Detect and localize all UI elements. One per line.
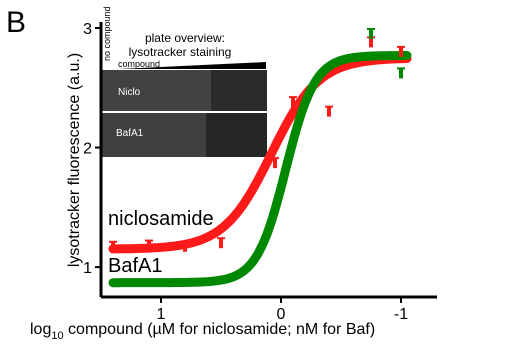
data-point-niclosamide <box>291 97 295 108</box>
fit-curve-niclosamide <box>108 54 412 254</box>
inset-no-compound-label: no compound <box>102 6 112 61</box>
fit-curve-bafa1 <box>108 51 412 288</box>
x-tick-label: 0 <box>277 306 286 323</box>
data-point-niclosamide <box>219 238 223 249</box>
inset-title-line1: plate overview: <box>145 31 225 45</box>
y-tick-label: 1 <box>83 260 92 277</box>
plate-overview-inset: plate overview: lysotracker staining no … <box>101 6 267 157</box>
data-point-niclosamide <box>111 241 115 252</box>
x-axis-title-rest: compound (µM for niclosamide; nM for Baf… <box>64 321 376 338</box>
inset-row-niclo-bright <box>101 70 211 111</box>
inset-row-niclo-label: Niclo <box>118 87 141 98</box>
data-point-niclosamide <box>183 241 187 252</box>
series-label-bafa1: BafA1 <box>108 255 162 277</box>
data-point-niclosamide <box>273 158 277 169</box>
inset-title-line2: lysotracker staining <box>129 45 232 59</box>
inset-row-bafa1-label: BafA1 <box>116 128 144 139</box>
x-tick-label: 1 <box>157 306 166 323</box>
data-point-niclosamide <box>399 46 403 57</box>
y-tick-label: 2 <box>83 141 92 158</box>
data-point-bafa1 <box>369 28 373 39</box>
y-tick-label: 3 <box>83 21 92 38</box>
x-axis-title-prefix: log <box>30 321 51 338</box>
data-point-niclosamide <box>369 37 373 48</box>
x-tick-label: -1 <box>394 306 408 323</box>
inset-row-bafa1-bright <box>101 113 206 157</box>
data-point-bafa1 <box>399 68 403 79</box>
x-axis-title-subscript: 10 <box>51 330 63 342</box>
axes <box>99 22 437 299</box>
x-axis-title: log10 compound (µM for niclosamide; nM f… <box>30 321 375 342</box>
data-point-niclosamide <box>327 106 331 117</box>
compound-gradient-wedge <box>118 62 266 69</box>
series-label-niclosamide: niclosamide <box>108 208 214 230</box>
panel-label: B <box>6 6 26 39</box>
y-axis-title: lysotracker fluorescence (a.u.) <box>66 53 83 267</box>
data-point-niclosamide <box>147 240 151 251</box>
inset-compound-label: compound <box>118 59 160 69</box>
